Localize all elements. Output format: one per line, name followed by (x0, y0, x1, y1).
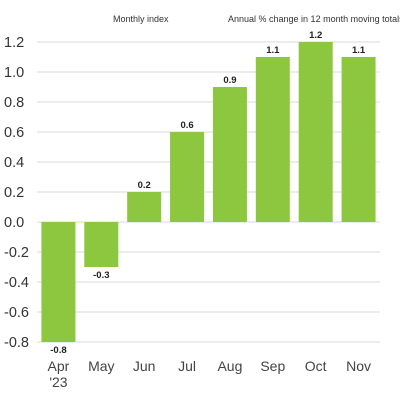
y-tick-label: -0.4 (4, 275, 29, 291)
bar-value-label: -0.8 (50, 345, 66, 356)
x-tick-label: Jul (178, 358, 196, 374)
y-tick-label: 0.0 (4, 215, 24, 231)
x-tick-label: Nov (346, 358, 371, 374)
x-axis-ticks: Apr '23 May Jun Jul Aug Sep Oct Nov (48, 358, 371, 390)
y-tick-label: 0.2 (4, 185, 24, 201)
y-axis-ticks: 1.2 1.0 0.8 0.6 0.4 0.2 0.0 -0.2 -0.4 -0.6 -0.8 (4, 35, 29, 351)
x-tick-label: Apr '23 (48, 358, 70, 390)
bar-value-label: -0.3 (93, 270, 109, 281)
bar (41, 222, 76, 342)
bar (298, 42, 333, 222)
bar (255, 57, 290, 222)
y-tick-label: -0.2 (4, 245, 29, 261)
bar-value-label: 0.9 (223, 75, 236, 86)
y-tick-label: -0.6 (4, 305, 29, 321)
bar-value-label: 0.2 (138, 180, 151, 191)
y-tick-label: -0.8 (4, 335, 29, 351)
bar (212, 87, 247, 222)
bar (341, 57, 376, 222)
bar-value-label: 0.6 (180, 120, 193, 131)
bar-value-label: 1.1 (352, 45, 366, 56)
y-tick-label: 0.6 (4, 125, 24, 141)
header-note-annual-change: Annual % change in 12 month moving total… (228, 14, 400, 24)
x-tick-label: Oct (305, 358, 327, 374)
header-note-monthly-index: Monthly index (113, 14, 169, 24)
bars (41, 42, 376, 342)
y-tick-label: 0.8 (4, 95, 24, 111)
bar (127, 192, 162, 222)
x-tick-label: Aug (217, 358, 242, 374)
bar-value-label: 1.1 (266, 45, 280, 56)
y-tick-label: 0.4 (4, 155, 24, 171)
data-labels: -0.8 -0.3 0.2 0.6 0.9 1.1 1.2 1.1 (50, 30, 366, 356)
x-tick-label: May (88, 358, 114, 374)
bar-value-label: 1.2 (309, 30, 322, 41)
y-tick-label: 1.0 (4, 65, 24, 81)
bar (84, 222, 119, 267)
x-tick-label: Jun (133, 358, 156, 374)
x-tick-label: Sep (260, 358, 285, 374)
bar (170, 132, 205, 222)
y-tick-label: 1.2 (4, 35, 24, 51)
